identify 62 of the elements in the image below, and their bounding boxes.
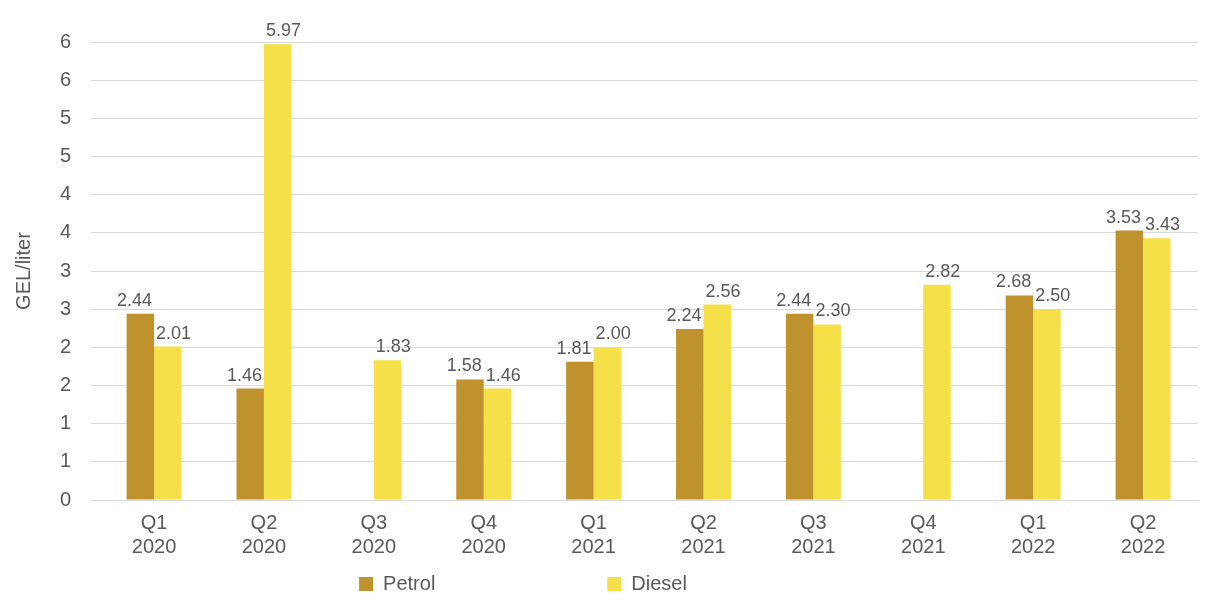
bar [676, 329, 704, 500]
data-label: 1.81 [556, 337, 592, 358]
bar [1033, 309, 1061, 500]
y-tick-label: 0 [60, 487, 72, 510]
bar [236, 388, 264, 500]
y-tick-label: 1 [60, 449, 72, 472]
data-label: 5.97 [265, 20, 301, 41]
x-tick-label: Q4 2020 [461, 510, 506, 557]
y-tick-label: 3 [60, 296, 72, 319]
legend-label: Diesel [631, 571, 847, 594]
y-tick-label: 6 [60, 29, 72, 52]
y-tick-label: 6 [60, 67, 72, 90]
data-label: 1.58 [446, 355, 482, 376]
bar [456, 379, 484, 500]
bar [785, 313, 814, 500]
bar [373, 360, 402, 500]
y-tick-label: 5 [60, 144, 72, 167]
bar [126, 313, 155, 500]
y-tick-label: 4 [60, 182, 72, 205]
bar [483, 388, 512, 500]
bar [1115, 230, 1144, 500]
y-tick-label: 3 [60, 258, 72, 281]
data-label: 2.50 [1035, 285, 1071, 306]
bar [1005, 295, 1034, 500]
data-label: 3.53 [1106, 206, 1142, 227]
data-label: 1.46 [226, 364, 262, 385]
x-tick-label: Q3 2021 [791, 510, 836, 557]
x-tick-label: Q2 2022 [1120, 510, 1166, 557]
y-axis-title: GEL/liter [11, 231, 34, 310]
x-tick-label: Q2 2020 [241, 510, 287, 557]
y-tick-label: 2 [60, 334, 72, 357]
data-label: 2.00 [595, 323, 631, 344]
y-tick-label: 1 [60, 411, 72, 434]
bar [1143, 238, 1171, 500]
data-label: 2.44 [117, 289, 153, 310]
bar [703, 304, 731, 500]
bar [923, 284, 951, 500]
bar [566, 361, 594, 500]
data-label: 2.01 [156, 322, 192, 343]
data-label: 2.56 [705, 280, 741, 301]
bar [263, 44, 292, 500]
data-label: 2.68 [996, 271, 1032, 292]
x-tick-label: Q4 2021 [901, 510, 946, 557]
x-tick-label: Q1 2022 [1010, 510, 1056, 557]
x-tick-label: Q1 2021 [571, 510, 616, 557]
x-tick-label: Q2 2021 [681, 510, 726, 557]
bar [593, 347, 622, 500]
data-label: 1.83 [375, 336, 411, 357]
data-label: 3.43 [1145, 214, 1181, 235]
legend-label: Petrol [383, 571, 596, 594]
data-label: 2.24 [666, 304, 702, 325]
data-label: 2.30 [815, 300, 851, 321]
data-label: 2.44 [776, 289, 812, 310]
y-tick-label: 4 [60, 220, 72, 243]
bar [813, 324, 841, 500]
bar [154, 346, 182, 500]
data-label: 1.46 [485, 364, 521, 385]
x-tick-label: Q3 2020 [351, 510, 397, 557]
x-tick-label: Q1 2020 [131, 510, 177, 557]
y-tick-label: 5 [60, 105, 72, 128]
data-label: 2.82 [925, 260, 961, 281]
y-tick-label: 2 [60, 373, 72, 396]
